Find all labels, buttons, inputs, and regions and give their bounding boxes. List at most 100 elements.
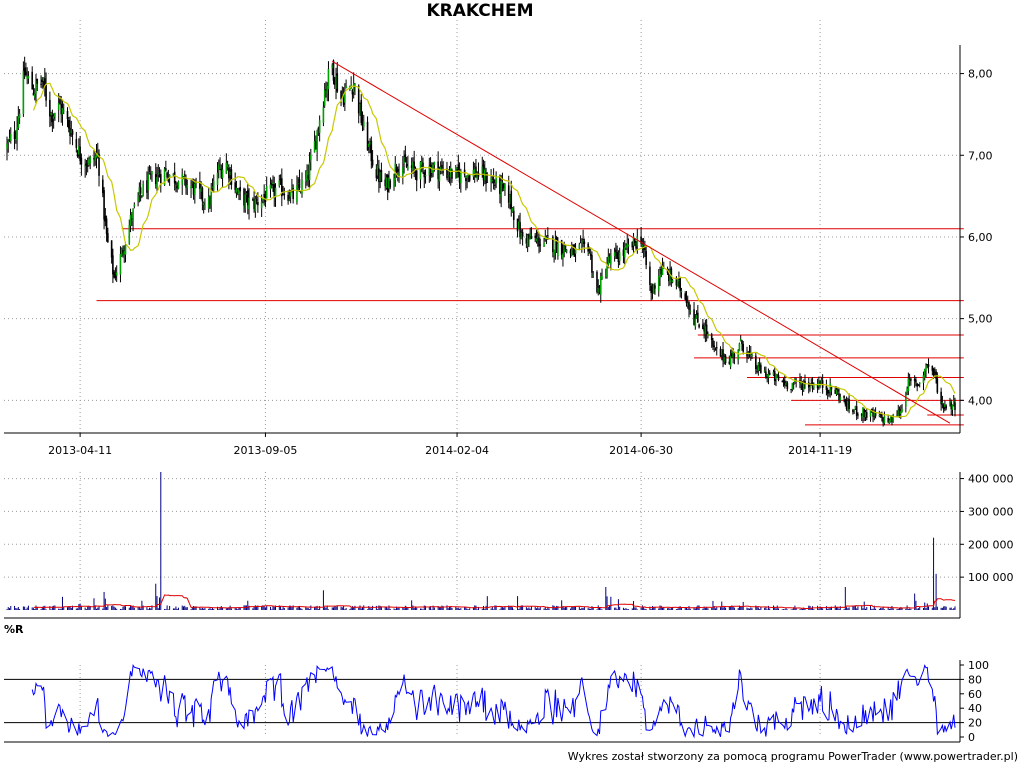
price-candle-body	[316, 130, 318, 152]
price-candle-body	[204, 206, 206, 208]
price-candle-body	[698, 324, 700, 328]
price-candle-body	[719, 348, 722, 357]
price-candle-body	[536, 236, 539, 238]
price-candle-body	[52, 116, 55, 119]
price-candle-body	[781, 380, 784, 382]
price-candle-body	[578, 244, 581, 249]
price-candle-body	[835, 389, 838, 395]
price-candle-body	[230, 169, 233, 185]
price-candle-body	[820, 379, 823, 384]
williams-r-label: %R	[4, 623, 24, 636]
price-candle-body	[613, 252, 616, 257]
price-candle-body	[697, 312, 699, 323]
price-candle-body	[791, 382, 794, 390]
price-candle-body	[547, 235, 549, 237]
price-candle-body	[54, 112, 56, 117]
price-candle-body	[728, 361, 731, 364]
price-candle-body	[633, 238, 636, 244]
price-candle-body	[422, 162, 424, 169]
price-candle-body	[767, 373, 770, 378]
price-candle-body	[782, 379, 785, 383]
price-candle-body	[407, 166, 409, 170]
price-support-lines	[96, 228, 964, 426]
price-candle-body	[654, 285, 656, 289]
price-y-tick-label: 8,00	[968, 68, 993, 81]
price-candle-body	[310, 154, 312, 161]
price-candle-body	[67, 119, 70, 129]
price-candle-body	[380, 170, 383, 182]
price-candle-body	[42, 77, 45, 81]
price-candle-body	[676, 279, 679, 287]
price-candle-body	[120, 248, 123, 256]
price-candle-body	[755, 355, 757, 370]
price-candle-body	[562, 253, 564, 259]
price-candle-body	[437, 161, 439, 180]
price-x-tick-label: 2013-09-05	[233, 444, 297, 457]
price-candle-body	[843, 395, 845, 399]
price-candle-body	[475, 166, 477, 177]
price-candle-body	[660, 269, 663, 275]
price-candle-body	[926, 364, 929, 366]
price-candle-body	[336, 73, 339, 92]
price-candle-body	[802, 383, 805, 391]
price-candle-body	[262, 197, 264, 201]
price-candle-body	[263, 193, 265, 197]
price-candle-body	[830, 385, 833, 390]
price-candle-body	[420, 161, 423, 166]
price-candle-body	[952, 400, 955, 406]
price-candle-body	[235, 187, 238, 193]
price-candle-body	[680, 290, 683, 292]
price-candle-body	[31, 71, 34, 90]
price-candle-body	[598, 285, 601, 293]
price-candle-body	[451, 169, 453, 179]
price-candle-body	[712, 340, 714, 347]
price-candle-body	[949, 401, 951, 407]
price-candle-body	[289, 191, 292, 197]
price-candle-body	[597, 287, 600, 293]
price-candle-body	[829, 383, 831, 393]
price-candle-body	[61, 108, 64, 115]
price-candle-body	[32, 92, 35, 96]
price-candle-body	[209, 197, 211, 205]
price-candle-body	[622, 249, 625, 256]
price-candle-body	[888, 420, 891, 424]
price-candle-body	[173, 171, 176, 184]
price-candle-body	[616, 252, 618, 259]
price-candle-body	[528, 234, 530, 239]
price-candle-body	[707, 333, 709, 337]
price-candle-body	[554, 239, 557, 253]
price-candle-body	[579, 242, 582, 244]
price-candle-body	[176, 185, 178, 189]
price-candle-body	[113, 271, 115, 278]
price-candle-body	[225, 162, 228, 174]
price-candle-body	[710, 334, 713, 341]
price-candle-body	[332, 60, 335, 81]
price-candle-body	[448, 175, 451, 177]
price-candle-body	[678, 280, 680, 282]
price-candle-body	[804, 380, 806, 384]
price-candle-body	[149, 173, 152, 175]
price-candle-body	[942, 404, 945, 410]
volume-average	[33, 594, 956, 609]
price-candle-body	[351, 89, 354, 95]
price-candle-body	[565, 250, 568, 252]
williams-r-series	[31, 663, 956, 739]
price-candle-body	[703, 327, 705, 332]
price-y-tick-label: 7,00	[968, 149, 993, 162]
price-candle-body	[228, 167, 230, 179]
price-candle-body	[59, 99, 61, 105]
price-candle-body	[557, 243, 559, 257]
price-candle-body	[6, 143, 8, 149]
price-candle-body	[210, 190, 213, 205]
price-candle-body	[906, 388, 908, 393]
price-candle-body	[811, 382, 814, 389]
price-candle-body	[123, 251, 126, 255]
price-candle-body	[389, 180, 392, 188]
price-candle-body	[509, 194, 511, 204]
price-candle-body	[200, 187, 202, 192]
price-axes	[4, 45, 961, 434]
price-candle-body	[813, 383, 815, 389]
price-candle-body	[729, 355, 732, 367]
price-candle-body	[785, 382, 787, 386]
price-candle-body	[270, 183, 273, 186]
